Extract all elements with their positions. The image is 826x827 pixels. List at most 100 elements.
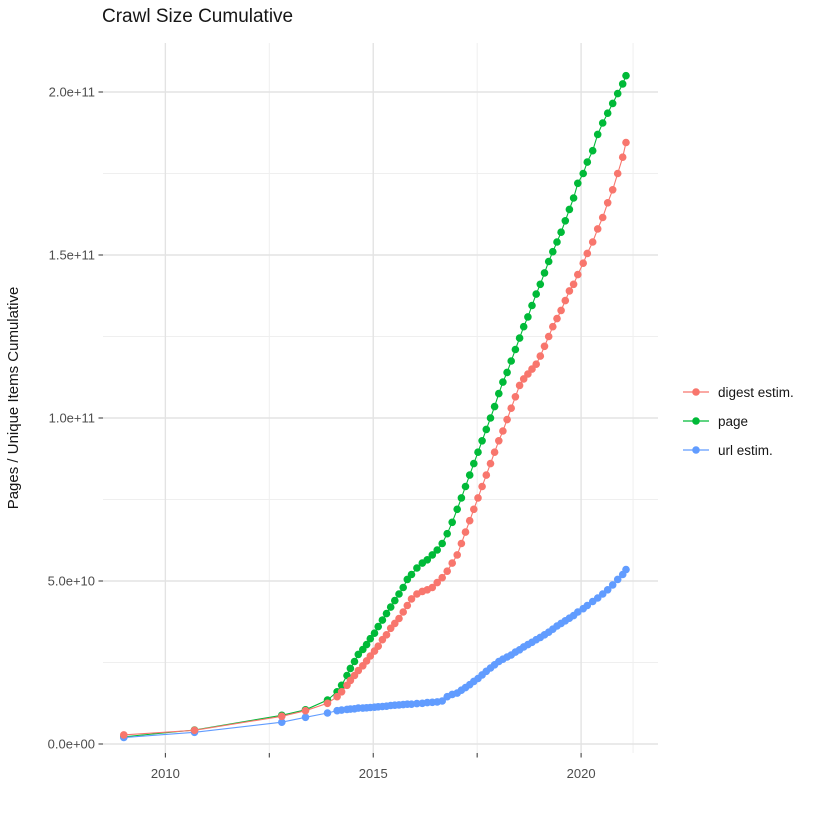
data-point [561, 217, 570, 225]
data-point [511, 345, 520, 354]
data-point [495, 389, 503, 398]
data-point [337, 681, 346, 690]
data-point [457, 539, 466, 548]
data-point [278, 718, 286, 726]
data-point [478, 437, 486, 445]
data-point [433, 578, 442, 587]
legend-label: digest estim. [718, 384, 794, 400]
legend-key-point [692, 446, 700, 454]
data-point [549, 322, 557, 331]
data-point [395, 590, 403, 598]
x-tick-label: 2010 [151, 766, 180, 781]
data-point [428, 551, 437, 559]
data-point [569, 280, 578, 289]
legend-item-digest-estim-: digest estim. [683, 381, 794, 403]
data-point [495, 437, 503, 445]
data-point [603, 199, 612, 207]
data-point [482, 425, 491, 434]
data-point [354, 650, 363, 659]
legend: digest estim. page url estim. [683, 381, 794, 461]
data-point [301, 706, 310, 715]
data-point [490, 448, 499, 457]
series-layer [120, 71, 630, 742]
data-point [120, 731, 128, 739]
legend-label: url estim. [718, 442, 773, 458]
data-point [407, 570, 416, 579]
data-point [622, 565, 630, 574]
data-point [453, 551, 462, 559]
data-point [423, 556, 432, 564]
axis-ticks [98, 91, 582, 758]
data-point [557, 306, 565, 315]
data-point [413, 699, 421, 708]
data-point [565, 205, 574, 214]
data-point [507, 357, 515, 365]
y-tick-label: 1.0e+11 [49, 411, 95, 426]
data-point [413, 564, 421, 572]
data-point [603, 586, 612, 594]
axis-tick-labels: 2010 2015 2020 0.0e+00 5.0e+10 1.0e+11 1.5e+11… [48, 85, 596, 782]
data-point [354, 666, 363, 675]
data-point [499, 427, 507, 435]
data-point [499, 378, 507, 386]
data-point [470, 459, 478, 468]
data-point [603, 109, 612, 117]
data-point [453, 505, 462, 514]
legend-key-icon [683, 446, 709, 454]
data-point [608, 581, 617, 589]
data-point [391, 596, 399, 605]
data-point [323, 699, 332, 708]
data-point [574, 270, 582, 279]
data-point [532, 290, 540, 298]
y-axis-title: Pages / Unique Items Cumulative [5, 287, 22, 510]
data-point [382, 609, 391, 618]
data-point [443, 529, 452, 538]
data-point [544, 332, 553, 341]
data-point [278, 712, 286, 721]
data-point [448, 559, 457, 567]
data-point [461, 528, 470, 536]
data-point [474, 448, 482, 457]
data-point [370, 629, 379, 637]
data-point [536, 352, 545, 360]
data-point [482, 471, 491, 479]
data-point [532, 360, 540, 369]
data-point [574, 179, 582, 188]
data-point [561, 296, 570, 305]
data-point [565, 287, 574, 295]
data-point [598, 119, 607, 127]
data-point [593, 130, 602, 139]
data-point [528, 301, 536, 310]
data-point [553, 238, 561, 246]
data-point [395, 614, 403, 623]
data-point [374, 622, 383, 631]
data-point [503, 368, 511, 377]
data-point [618, 80, 627, 88]
data-point [540, 342, 549, 351]
data-point [474, 494, 482, 502]
data-point [399, 583, 408, 592]
data-point [333, 692, 341, 701]
data-point [536, 280, 545, 289]
data-point [374, 642, 383, 650]
data-point [457, 494, 466, 502]
data-point [618, 153, 627, 161]
data-point [443, 567, 452, 575]
data-point [407, 595, 416, 603]
y-tick-label: 0.0e+00 [48, 737, 95, 752]
data-point [465, 471, 474, 479]
data-point [613, 169, 622, 178]
data-point [190, 726, 199, 735]
data-point [503, 415, 511, 424]
data-point [323, 709, 332, 717]
data-point [613, 575, 622, 584]
data-point [583, 249, 592, 258]
data-point [540, 269, 549, 277]
data-point [524, 313, 532, 321]
data-point [366, 634, 375, 643]
data-point [588, 146, 597, 155]
data-point [519, 322, 528, 331]
x-tick-label: 2020 [567, 766, 596, 781]
chart-title: Crawl Size Cumulative [102, 6, 294, 27]
